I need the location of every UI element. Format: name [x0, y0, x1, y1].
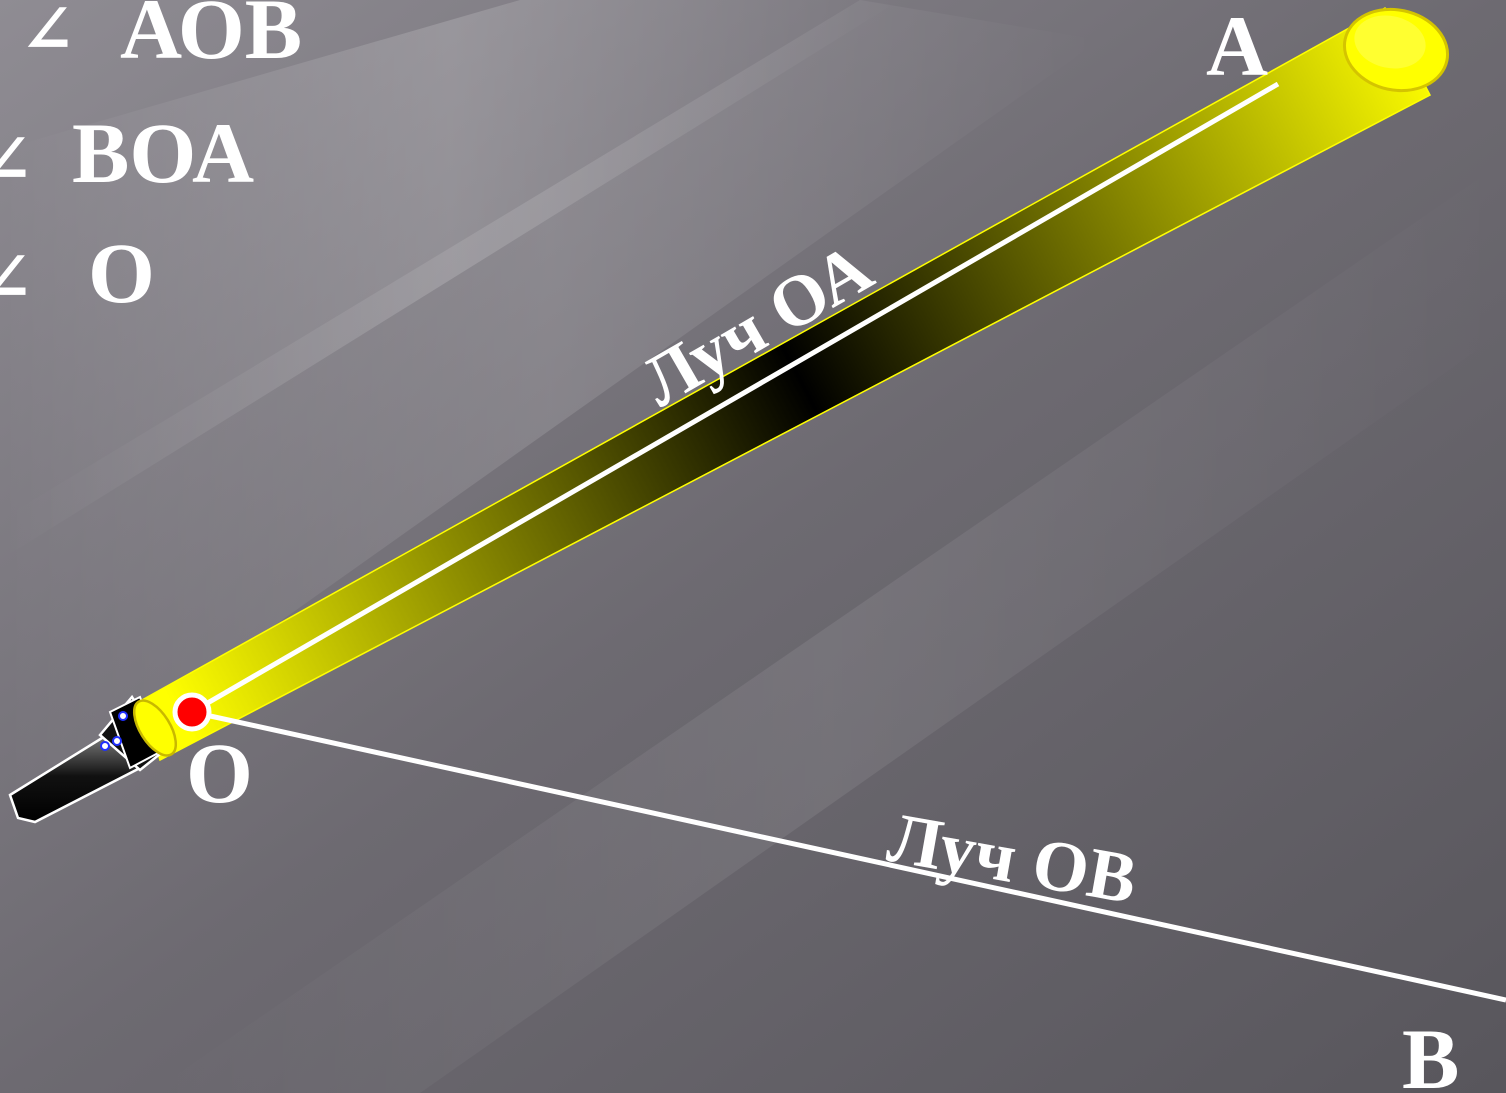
- angle-notation-text: О: [88, 225, 155, 321]
- angle-notation-text: АОВ: [120, 0, 302, 77]
- angle-symbol-icon: ∠: [0, 242, 33, 315]
- angle-notation-text: ВОА: [72, 105, 254, 201]
- flashlight-icon: [8, 694, 178, 824]
- angle-notation-boa: ∠ ВОА: [0, 105, 254, 201]
- angle-symbol-icon: ∠: [0, 124, 33, 197]
- angle-symbol-icon: ∠: [20, 0, 75, 67]
- point-label-o: О: [186, 725, 253, 821]
- angle-notation-aob: ∠ АОВ: [20, 0, 302, 77]
- angle-notation-o: ∠ О: [0, 225, 155, 321]
- ray-oa: [190, 81, 1280, 715]
- vertex-point-o: [172, 692, 212, 732]
- point-label-b: В: [1402, 1011, 1459, 1093]
- ray-ob: [191, 709, 1506, 1003]
- point-label-a: А: [1206, 0, 1268, 94]
